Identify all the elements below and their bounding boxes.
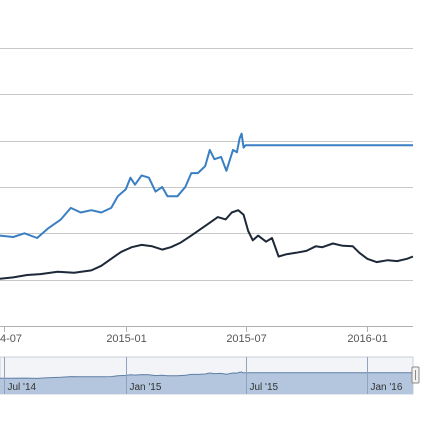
x-tick-label-3: 2016-01 — [347, 333, 387, 345]
navigator-tick-label-3: Jan '16 — [371, 382, 403, 393]
series-line-1 — [0, 209, 414, 280]
navigator[interactable]: Jul '14 Jan '15 Jul '15 Jan '16 — [0, 356, 420, 395]
navigator-tick-label-0: Jul '14 — [8, 382, 37, 393]
x-tick-label-2: 2015-07 — [226, 333, 266, 345]
x-tick-label-1: 2015-01 — [106, 333, 146, 345]
navigator-line — [0, 371, 413, 379]
series-line-0 — [0, 132, 413, 239]
series-layer — [0, 132, 414, 280]
navigator-tick-label-1: Jan '15 — [130, 382, 162, 393]
navigator-tick-label-2: Jul '15 — [250, 382, 279, 393]
x-axis: 4-07 2015-01 2015-07 2016-01 — [0, 326, 413, 345]
x-tick-label-0: 4-07 — [0, 333, 22, 345]
grid-layer — [0, 48, 413, 281]
navigator-area — [0, 372, 413, 394]
